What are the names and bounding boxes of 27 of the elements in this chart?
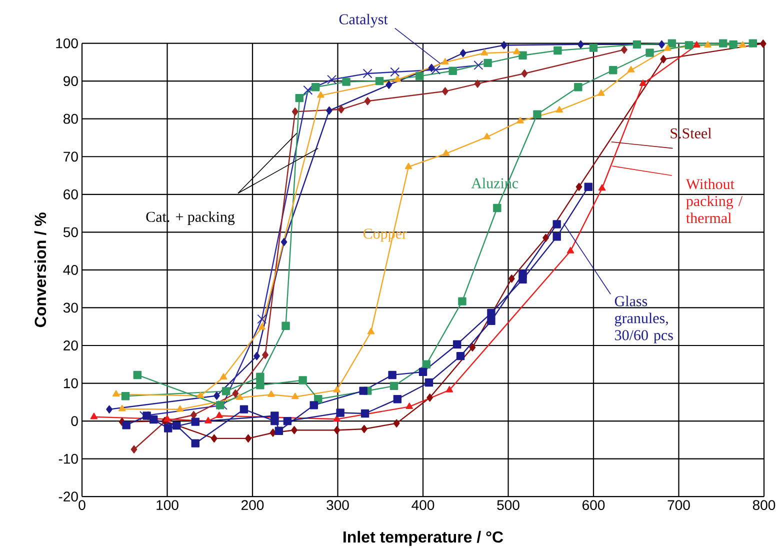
y-tick-label: 40 xyxy=(63,264,78,275)
y-axis-title: Conversion / % xyxy=(34,212,46,327)
y-tick-label: 80 xyxy=(64,114,78,124)
y-tick-label: -10 xyxy=(58,454,78,464)
y-tick-label: 10 xyxy=(64,378,78,388)
y-tick-label: 100 xyxy=(56,38,78,48)
x-tick-label: 200 xyxy=(242,500,264,510)
x-tick-label: 0 xyxy=(78,500,86,510)
y-tick-label: 70 xyxy=(64,152,78,162)
annotation: Catalyst xyxy=(339,14,388,28)
annotation: Glass granules, 30/60 pcs xyxy=(614,296,673,344)
y-tick-label: 30 xyxy=(63,302,78,313)
y-tick-label: 20 xyxy=(64,340,78,350)
y-tick-label: 90 xyxy=(64,76,78,86)
x-tick-label: 800 xyxy=(752,500,776,510)
y-tick-label: 0 xyxy=(71,416,78,426)
x-axis-title: Inlet temperature / °C xyxy=(344,530,504,546)
y-tick-label: 60 xyxy=(64,189,78,200)
x-tick-label: 100 xyxy=(156,500,178,510)
x-tick-label: 600 xyxy=(582,500,605,510)
y-tick-label: -20 xyxy=(58,492,78,502)
annotation: Without packing / thermal xyxy=(686,178,743,224)
x-tick-label: 700 xyxy=(668,500,690,510)
x-tick-label: 400 xyxy=(412,500,434,510)
y-tick-label: 50 xyxy=(63,227,78,238)
x-tick-label: 500 xyxy=(497,500,520,510)
x-tick-label: 300 xyxy=(326,500,349,510)
